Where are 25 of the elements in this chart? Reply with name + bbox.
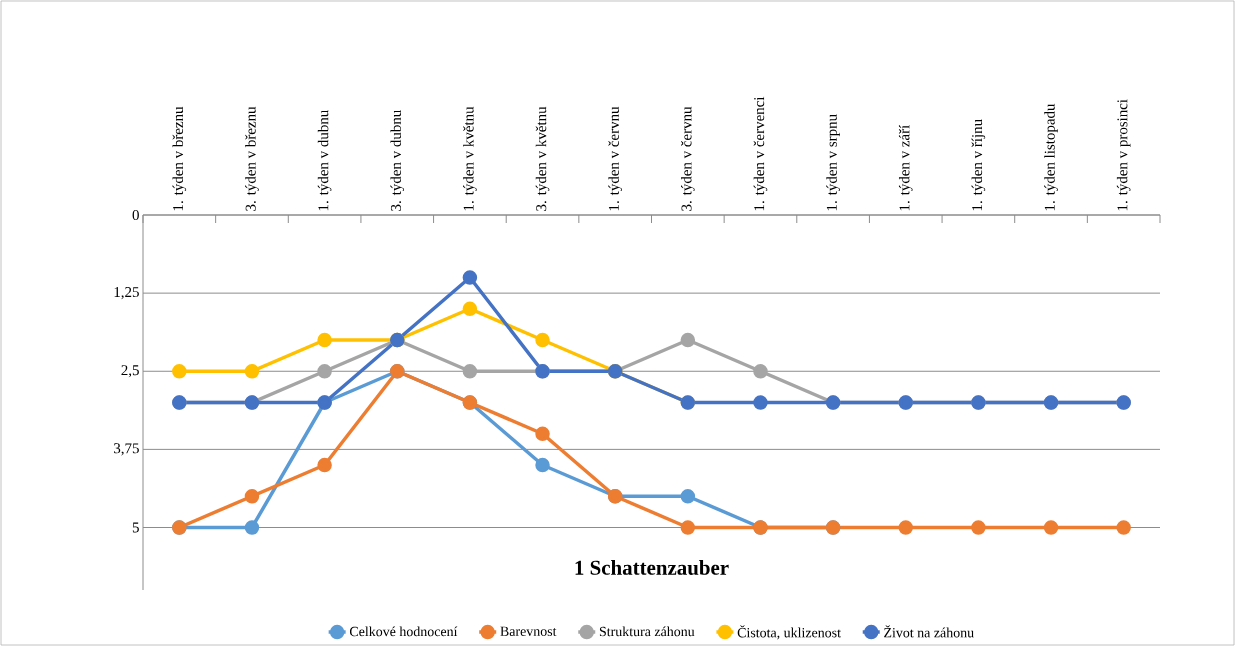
x-tick-label: 3. týden v dubnu	[390, 110, 405, 211]
x-tick-label: 1. týden v červnu	[608, 106, 622, 211]
y-tick-label: 1,25	[114, 287, 139, 300]
legend-label: Celkové hodnocení	[349, 626, 458, 637]
y-tick-label: 3,75	[114, 443, 139, 456]
x-tick-label: 1. týden v prosinci	[1116, 99, 1131, 211]
legend-label: Struktura záhonu	[599, 626, 695, 637]
x-tick-label: 1. týden v březnu	[172, 106, 187, 211]
x-tick-label: 3. týden v březnu	[245, 106, 259, 211]
text: 1 Schattenzauber	[575, 560, 729, 575]
x-tick-label: 3. týden v červnu	[681, 106, 695, 211]
x-tick-label: 1. týden v květnu	[463, 106, 477, 211]
y-tick-label: 5	[132, 522, 139, 533]
x-tick-label: 1. týden listopadu	[1044, 103, 1058, 211]
x-tick-label: 1. týden v dubnu	[317, 110, 332, 211]
legend-label: Barevnost	[500, 626, 557, 636]
legend-label: Čistota, uklizenost	[737, 625, 841, 640]
y-tick-label: 2,5	[121, 365, 139, 378]
x-tick-label: 1. týden v říjnu	[971, 119, 986, 211]
x-tick-label: 1. týden v srpnu	[826, 114, 840, 211]
x-tick-label: 1. týden v září	[898, 124, 913, 211]
y-tick-label: 0	[132, 209, 139, 221]
x-tick-label: 3. týden v květnu	[535, 106, 550, 211]
legend-label: Život na záhonu	[884, 625, 974, 638]
x-tick-label: 1. týden v červenci	[753, 96, 768, 211]
